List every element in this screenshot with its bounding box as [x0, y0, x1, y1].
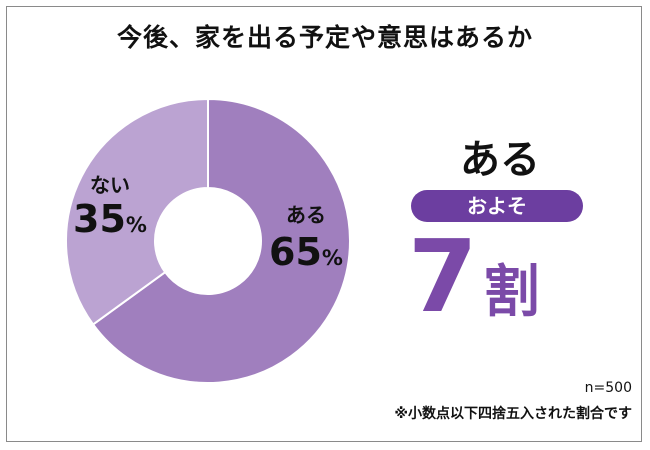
callout-number: 7: [408, 218, 478, 335]
sample-size-note: n=500: [584, 380, 632, 396]
donut-slice-aru: [91, 97, 351, 384]
slice-category-label: ある: [286, 203, 326, 227]
callout-badge: およそ: [411, 190, 583, 222]
slice-category-label: ない: [90, 173, 130, 197]
donut-slice-nai: [65, 97, 209, 326]
slice-value-label: 65%: [269, 230, 343, 274]
chart-title: 今後、家を出る予定や意思はあるか: [116, 23, 533, 52]
slice-value-label: 35%: [73, 197, 147, 241]
callout-label: ある: [460, 137, 540, 183]
rounding-note: ※小数点以下四捨五入された割合です: [394, 406, 632, 422]
callout-unit: 割: [483, 260, 540, 325]
